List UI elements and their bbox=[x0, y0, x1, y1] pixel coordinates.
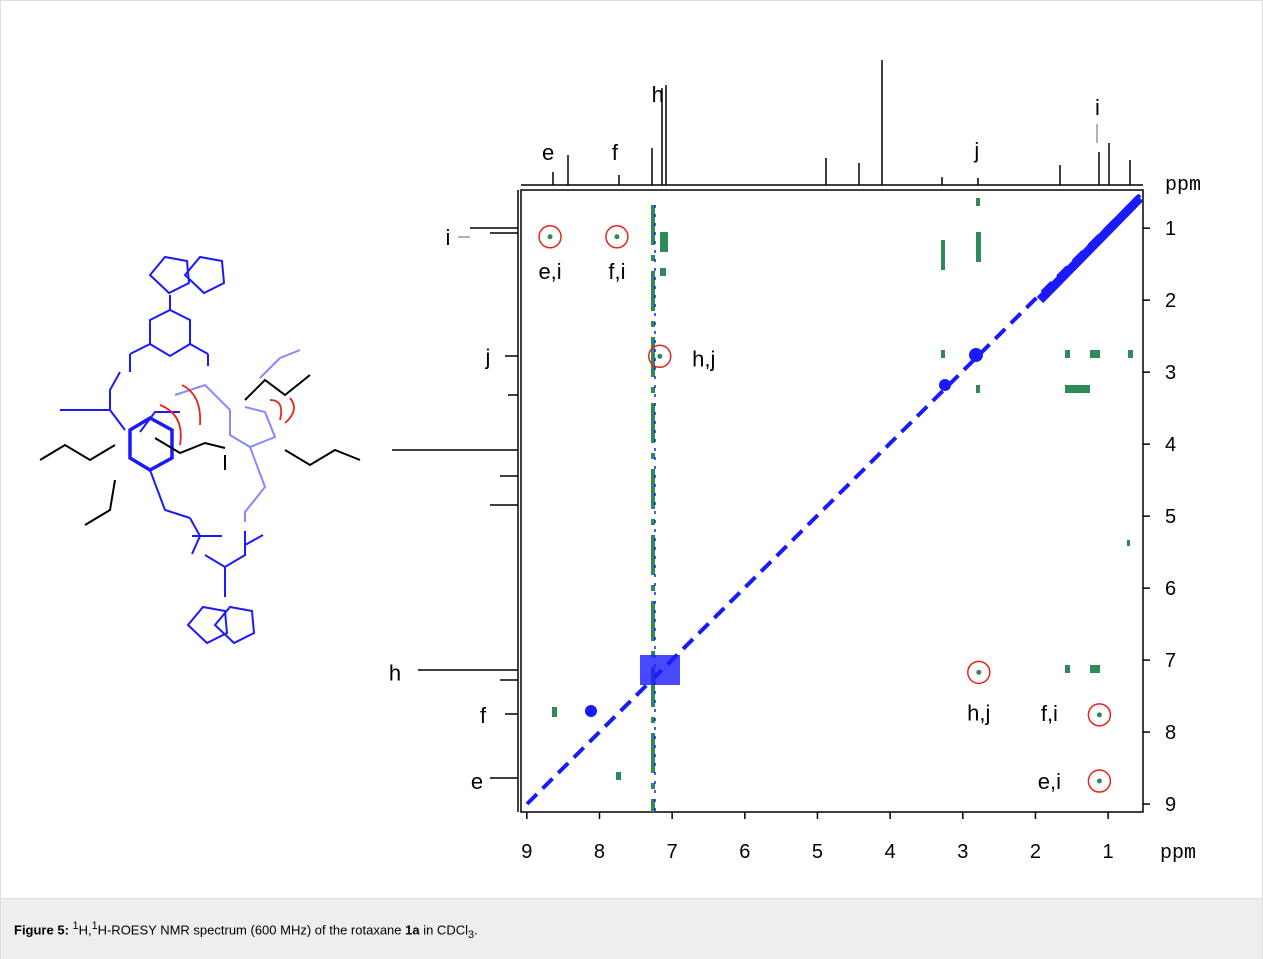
cross-peak-label: h,j bbox=[692, 346, 715, 371]
figure: ppm ppm 9 8 7 6 5 4 3 2 1 1 2 3 4 5 6 7 8 9 e f h j i i j h f e e,i f… bbox=[39, 60, 1201, 865]
y-tick-label: 9 bbox=[1165, 794, 1176, 816]
diagonal-blob bbox=[1036, 194, 1144, 304]
x-tick-label: 5 bbox=[812, 841, 823, 863]
y-tick-label: 7 bbox=[1165, 650, 1176, 672]
y-tick-label: 8 bbox=[1165, 722, 1176, 744]
caption-part: 3 bbox=[468, 928, 475, 941]
peak-label: h bbox=[652, 82, 664, 107]
peak-label: h bbox=[389, 660, 401, 685]
diagonal bbox=[525, 193, 1142, 806]
cross-peak-circle bbox=[538, 225, 562, 249]
top-projection bbox=[521, 60, 1143, 186]
x-tick-label: 6 bbox=[739, 841, 750, 863]
caption-part: 1a bbox=[405, 922, 420, 938]
cross-peak-circle bbox=[648, 344, 672, 369]
cross-peak-circle bbox=[967, 660, 991, 685]
x-tick-label: 7 bbox=[667, 841, 678, 863]
cross-peak-blobs bbox=[552, 198, 1133, 780]
cross-peak-circle bbox=[605, 225, 629, 249]
cross-peak-label: h,j bbox=[967, 700, 990, 725]
caption-label: Figure 5: bbox=[14, 922, 69, 938]
caption-part: H-ROESY NMR spectrum (600 MHz) of the ro… bbox=[97, 922, 406, 938]
cross-peak-circle bbox=[1087, 769, 1112, 793]
cross-peak bbox=[547, 234, 553, 240]
y-tick-label: 2 bbox=[1165, 290, 1176, 312]
x-tick-label: 3 bbox=[957, 841, 968, 863]
diagonal-blob bbox=[969, 348, 983, 362]
caption-part: in CDCl bbox=[419, 922, 468, 938]
cross-peak bbox=[1096, 778, 1102, 784]
x-tick-label: 8 bbox=[594, 841, 605, 863]
caption-part: 1 bbox=[72, 920, 79, 932]
plot-frame bbox=[520, 189, 1144, 813]
cross-peak bbox=[657, 353, 663, 359]
left-projection bbox=[392, 190, 519, 812]
caption-part: . bbox=[474, 922, 478, 938]
peak-label: f bbox=[480, 703, 487, 728]
cross-peak bbox=[1096, 712, 1102, 718]
solvent-blob bbox=[640, 655, 680, 685]
x-tick-label: 1 bbox=[1103, 841, 1114, 863]
x-tick-label: 4 bbox=[885, 841, 896, 863]
peak-label: j bbox=[973, 138, 979, 163]
cross-peak bbox=[976, 669, 982, 675]
peak-label: e bbox=[471, 769, 483, 794]
peak-label: i bbox=[1095, 95, 1100, 120]
caption-part: 1 bbox=[91, 920, 98, 932]
caption-part: H, bbox=[78, 922, 92, 938]
cross-peak-label: f,i bbox=[608, 259, 625, 284]
cross-peak-label: e,i bbox=[538, 259, 561, 284]
x-axis-label: ppm bbox=[1160, 842, 1196, 865]
caption: Figure 5: 1H,1H-ROESY NMR spectrum (600 … bbox=[1, 898, 1262, 959]
cross-peak-label: f,i bbox=[1041, 701, 1058, 726]
y-tick-label: 3 bbox=[1165, 362, 1176, 384]
cross-peak bbox=[614, 234, 620, 240]
peak-label: j bbox=[485, 344, 491, 369]
peak-label: e bbox=[542, 140, 554, 165]
cross-peak-circle bbox=[1087, 703, 1112, 727]
y-tick-label: 6 bbox=[1165, 578, 1176, 600]
molecule bbox=[39, 255, 361, 645]
peak-label: f bbox=[612, 140, 619, 165]
y-axis-label: ppm bbox=[1165, 174, 1201, 197]
caption-text: Figure 5: 1H,1H-ROESY NMR spectrum (600 … bbox=[14, 920, 478, 941]
cross-peak-label: e,i bbox=[1038, 769, 1061, 794]
y-tick-label: 4 bbox=[1165, 434, 1176, 456]
y-tick-label: 5 bbox=[1165, 506, 1176, 528]
diagonal-blob bbox=[939, 379, 951, 391]
x-tick-label: 9 bbox=[521, 841, 532, 863]
x-tick-label: 2 bbox=[1030, 841, 1041, 863]
diagonal-blob bbox=[585, 705, 597, 717]
peak-label: i bbox=[446, 225, 451, 250]
y-tick-label: 1 bbox=[1165, 218, 1176, 240]
